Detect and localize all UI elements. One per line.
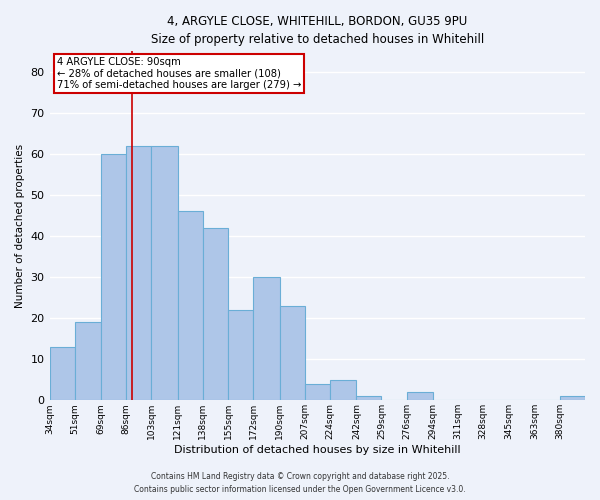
- Bar: [356, 396, 382, 400]
- Bar: [560, 396, 585, 400]
- Bar: [151, 146, 178, 401]
- Bar: [178, 212, 203, 400]
- Bar: [126, 146, 151, 401]
- Bar: [50, 347, 74, 401]
- Bar: [305, 384, 330, 400]
- Bar: [280, 306, 305, 400]
- Bar: [101, 154, 126, 400]
- Text: Contains HM Land Registry data © Crown copyright and database right 2025.
Contai: Contains HM Land Registry data © Crown c…: [134, 472, 466, 494]
- Title: 4, ARGYLE CLOSE, WHITEHILL, BORDON, GU35 9PU
Size of property relative to detach: 4, ARGYLE CLOSE, WHITEHILL, BORDON, GU35…: [151, 15, 484, 46]
- Text: 4 ARGYLE CLOSE: 90sqm
← 28% of detached houses are smaller (108)
71% of semi-det: 4 ARGYLE CLOSE: 90sqm ← 28% of detached …: [56, 56, 301, 90]
- Bar: [74, 322, 101, 400]
- Bar: [228, 310, 253, 400]
- Bar: [407, 392, 433, 400]
- Bar: [253, 277, 280, 400]
- Bar: [203, 228, 228, 400]
- Bar: [330, 380, 356, 400]
- X-axis label: Distribution of detached houses by size in Whitehill: Distribution of detached houses by size …: [174, 445, 461, 455]
- Y-axis label: Number of detached properties: Number of detached properties: [15, 144, 25, 308]
